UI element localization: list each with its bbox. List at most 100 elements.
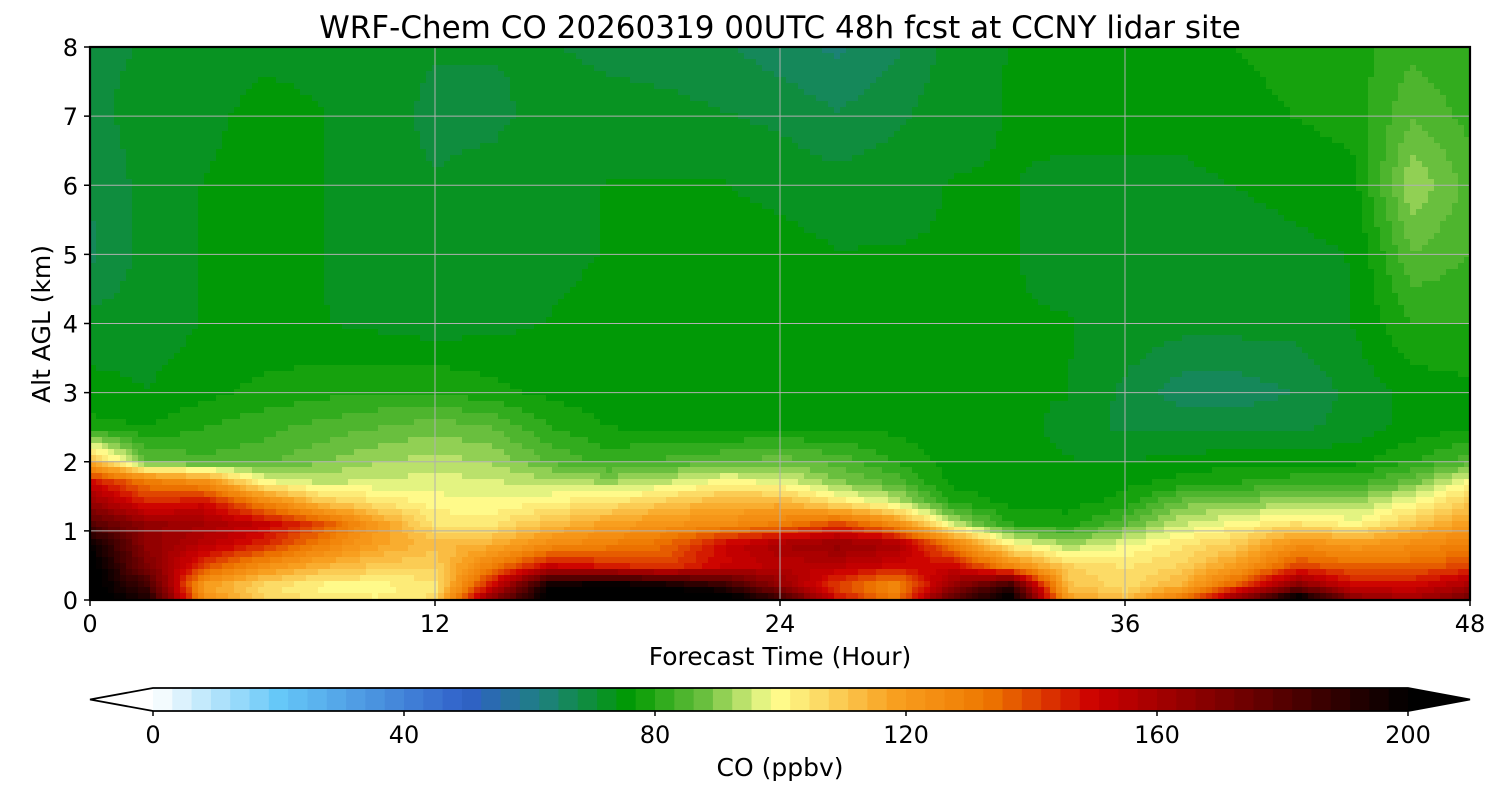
heatmap-cell-1379 bbox=[174, 509, 181, 516]
heatmap-cell-4799 bbox=[396, 383, 403, 390]
heatmap-cell-252 bbox=[102, 443, 109, 450]
heatmap-cell-2924 bbox=[276, 293, 283, 300]
heatmap-cell-1056 bbox=[156, 245, 163, 252]
heatmap-cell-430 bbox=[114, 395, 121, 402]
heatmap-cell-2398 bbox=[240, 485, 247, 492]
heatmap-cell-4860 bbox=[402, 191, 409, 198]
heatmap-cell-4770 bbox=[396, 209, 403, 216]
heatmap-cell-4609 bbox=[384, 359, 391, 366]
heatmap-cell-405 bbox=[114, 245, 121, 252]
heatmap-cell-2874 bbox=[270, 551, 277, 558]
heatmap-cell-4130 bbox=[354, 275, 361, 282]
heatmap-cell-4927 bbox=[402, 593, 409, 600]
heatmap-cell-2948 bbox=[276, 437, 283, 444]
heatmap-cell-2131 bbox=[222, 557, 229, 564]
heatmap-cell-234 bbox=[102, 335, 109, 342]
heatmap-cell-1953 bbox=[216, 47, 223, 54]
heatmap-cell-4464 bbox=[378, 47, 385, 54]
heatmap-cell-1938 bbox=[210, 515, 217, 522]
heatmap-cell-833 bbox=[138, 581, 145, 588]
heatmap-cell-2193 bbox=[228, 371, 235, 378]
heatmap-cell-2333 bbox=[240, 95, 247, 102]
heatmap-cell-2208 bbox=[228, 461, 235, 468]
heatmap-cell-4732 bbox=[390, 539, 397, 546]
heatmap-cell-2659 bbox=[258, 377, 265, 384]
heatmap-cell-713 bbox=[132, 419, 139, 426]
heatmap-cell-3212 bbox=[294, 347, 301, 354]
heatmap-cell-3694 bbox=[324, 449, 331, 456]
heatmap-cell-3952 bbox=[342, 323, 349, 330]
heatmap-cell-2556 bbox=[252, 317, 259, 324]
heatmap-cell-1026 bbox=[156, 65, 163, 72]
heatmap-cell-924 bbox=[144, 569, 151, 576]
heatmap-cell-4883 bbox=[402, 329, 409, 336]
heatmap-cell-2613 bbox=[258, 101, 265, 108]
heatmap-cell-3439 bbox=[306, 593, 313, 600]
heatmap-cell-3897 bbox=[336, 551, 343, 558]
heatmap-cell-678 bbox=[132, 209, 139, 216]
heatmap-cell-4142 bbox=[354, 347, 361, 354]
heatmap-cell-3973 bbox=[342, 449, 349, 456]
heatmap-cell-82 bbox=[90, 539, 97, 546]
heatmap-cell-322 bbox=[108, 305, 115, 312]
heatmap-cell-3565 bbox=[318, 233, 325, 240]
heatmap-cell-4306 bbox=[366, 215, 373, 222]
heatmap-cell-1417 bbox=[180, 179, 187, 186]
heatmap-cell-3257 bbox=[300, 59, 307, 66]
heatmap-cell-4554 bbox=[378, 587, 385, 594]
heatmap-cell-4050 bbox=[348, 353, 355, 360]
heatmap-cell-4714 bbox=[390, 431, 397, 438]
heatmap-cell-4848 bbox=[402, 119, 409, 126]
heatmap-cell-3912 bbox=[342, 83, 349, 90]
heatmap-cell-4560 bbox=[384, 65, 391, 72]
heatmap-cell-1934 bbox=[210, 491, 217, 498]
heatmap-cell-4752 bbox=[396, 101, 403, 108]
heatmap-cell-4160 bbox=[354, 455, 361, 462]
heatmap-cell-754 bbox=[138, 107, 145, 114]
heatmap-cell-3009 bbox=[282, 245, 289, 252]
heatmap-cell-1828 bbox=[204, 413, 211, 420]
heatmap-cell-700 bbox=[132, 341, 139, 348]
heatmap-cell-4583 bbox=[384, 203, 391, 210]
heatmap-cell-381 bbox=[114, 101, 121, 108]
heatmap-cell-3220 bbox=[294, 395, 301, 402]
heatmap-cell-2148 bbox=[228, 101, 235, 108]
heatmap-cell-4192 bbox=[360, 89, 367, 96]
heatmap-cell-2313 bbox=[234, 533, 241, 540]
heatmap-cell-4779 bbox=[396, 263, 403, 270]
heatmap-cell-620 bbox=[126, 419, 133, 426]
heatmap-cell-2591 bbox=[252, 527, 259, 534]
heatmap-cell-792 bbox=[138, 335, 145, 342]
heatmap-cell-2307 bbox=[234, 497, 241, 504]
heatmap-cell-3599 bbox=[318, 437, 325, 444]
heatmap-cell-2770 bbox=[264, 485, 271, 492]
heatmap-cell-4920 bbox=[402, 551, 409, 558]
heatmap-cell-2968 bbox=[276, 557, 283, 564]
heatmap-cell-3415 bbox=[306, 449, 313, 456]
heatmap-cell-4053 bbox=[348, 371, 355, 378]
heatmap-cell-4511 bbox=[378, 329, 385, 336]
heatmap-cell-2723 bbox=[264, 203, 271, 210]
heatmap-cell-3014 bbox=[282, 275, 289, 282]
heatmap-cell-2418 bbox=[246, 47, 253, 54]
heatmap-cell-515 bbox=[120, 347, 127, 354]
heatmap-cell-4269 bbox=[360, 551, 367, 558]
heatmap-cell-2703 bbox=[264, 83, 271, 90]
heatmap-cell-3373 bbox=[306, 197, 313, 204]
heatmap-cell-1104 bbox=[156, 533, 163, 540]
heatmap-cell-3332 bbox=[300, 509, 307, 516]
heatmap-cell-3062 bbox=[282, 563, 289, 570]
heatmap-cell-1168 bbox=[162, 359, 169, 366]
heatmap-cell-4989 bbox=[408, 407, 415, 414]
heatmap-cell-88 bbox=[90, 575, 97, 582]
heatmap-cell-4233 bbox=[360, 335, 367, 342]
heatmap-cell-2646 bbox=[258, 299, 265, 306]
heatmap-cell-1999 bbox=[216, 323, 223, 330]
heatmap-cell-960 bbox=[150, 227, 157, 234]
heatmap-cell-2257 bbox=[234, 197, 241, 204]
heatmap-cell-547 bbox=[120, 539, 127, 546]
heatmap-cell-4529 bbox=[378, 437, 385, 444]
heatmap-cell-1009 bbox=[150, 521, 157, 528]
heatmap-cell-1722 bbox=[198, 335, 205, 342]
heatmap-cell-2318 bbox=[234, 563, 241, 570]
